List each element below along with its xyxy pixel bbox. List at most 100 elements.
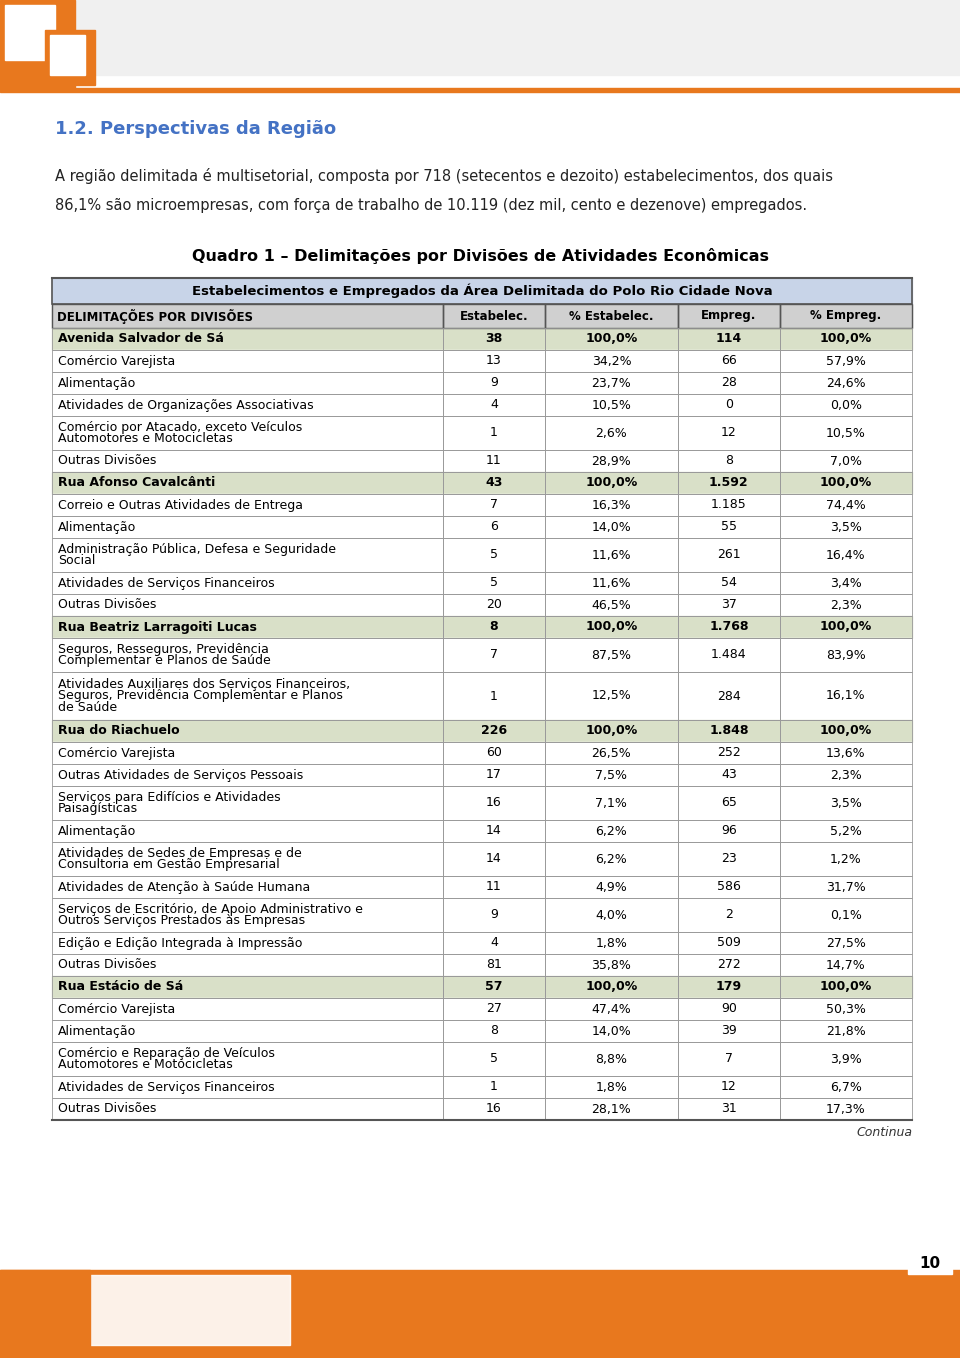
Text: % Empreg.: % Empreg. [810, 310, 881, 322]
Text: 6,7%: 6,7% [829, 1081, 862, 1093]
Bar [52, 765, 912, 786]
Bar [90, 1275, 290, 1344]
Bar [780, 955, 912, 976]
Text: 14: 14 [486, 853, 502, 865]
Bar [544, 494, 678, 516]
Bar [678, 976, 780, 998]
Text: 3,4%: 3,4% [829, 577, 862, 589]
Bar [444, 741, 544, 765]
Text: 8,8%: 8,8% [595, 1052, 628, 1066]
Bar [544, 473, 678, 494]
Bar [780, 1099, 912, 1120]
Bar [444, 1042, 544, 1076]
Bar [544, 416, 678, 449]
Text: Comércio Varejista: Comércio Varejista [58, 747, 176, 759]
Text: Atividades de Serviços Financeiros: Atividades de Serviços Financeiros [58, 1081, 275, 1093]
Bar [52, 765, 444, 786]
Text: 4,9%: 4,9% [595, 880, 627, 894]
Bar [544, 516, 678, 538]
Bar [444, 765, 544, 786]
Text: 100,0%: 100,0% [586, 333, 637, 345]
Text: 5: 5 [490, 549, 498, 561]
Text: Alimentação: Alimentação [58, 520, 136, 534]
Bar [52, 720, 444, 741]
Text: Avenida Salvador de Sá: Avenida Salvador de Sá [58, 333, 224, 345]
Bar [52, 1042, 912, 1076]
Bar [52, 278, 912, 304]
Bar [780, 741, 912, 765]
Text: 5,2%: 5,2% [829, 824, 862, 838]
Bar [444, 998, 544, 1020]
Text: Alimentação: Alimentação [58, 824, 136, 838]
Text: 252: 252 [717, 747, 741, 759]
Bar [52, 449, 444, 473]
Bar [544, 998, 678, 1020]
Bar [52, 394, 444, 416]
Bar [780, 876, 912, 898]
Text: 12,5%: 12,5% [591, 690, 632, 702]
Text: 2,6%: 2,6% [595, 426, 627, 440]
Text: 0: 0 [725, 398, 732, 411]
Text: 3,5%: 3,5% [829, 520, 862, 534]
Bar [444, 842, 544, 876]
Bar [52, 617, 444, 638]
Bar [544, 304, 678, 329]
Text: DELIMITAÇÕES POR DIVISÕES: DELIMITAÇÕES POR DIVISÕES [57, 308, 253, 323]
Text: 6: 6 [491, 520, 498, 534]
Bar [780, 786, 912, 820]
Bar [544, 720, 678, 741]
Text: 7,5%: 7,5% [595, 769, 628, 781]
Text: 1.848: 1.848 [709, 725, 749, 737]
Bar [444, 932, 544, 955]
Text: 1: 1 [491, 690, 498, 702]
Text: 83,9%: 83,9% [826, 649, 866, 661]
Bar [780, 449, 912, 473]
Bar [52, 350, 912, 372]
Bar [678, 473, 780, 494]
Bar [780, 372, 912, 394]
Text: Seguros, Previdência Complementar e Planos: Seguros, Previdência Complementar e Plan… [58, 690, 343, 702]
Bar [52, 494, 444, 516]
Bar [5, 5, 55, 60]
Bar [444, 976, 544, 998]
Text: 11: 11 [486, 455, 502, 467]
Bar [444, 449, 544, 473]
Text: 14,0%: 14,0% [591, 1024, 632, 1038]
Text: 65: 65 [721, 797, 736, 809]
Text: 100,0%: 100,0% [586, 725, 637, 737]
Bar [678, 1020, 780, 1042]
Bar [52, 572, 444, 593]
Bar [52, 720, 912, 741]
Bar [544, 786, 678, 820]
Text: Rua Afonso Cavalcânti: Rua Afonso Cavalcânti [58, 477, 215, 489]
Text: 31,7%: 31,7% [826, 880, 866, 894]
Text: 7,1%: 7,1% [595, 797, 628, 809]
Bar [444, 494, 544, 516]
Text: 7: 7 [490, 498, 498, 512]
Bar [678, 765, 780, 786]
Text: Estabelec.: Estabelec. [460, 310, 528, 322]
Text: Comércio e Reparação de Veículos: Comércio e Reparação de Veículos [58, 1047, 275, 1059]
Bar [544, 976, 678, 998]
Text: 27: 27 [486, 1002, 502, 1016]
Bar [444, 372, 544, 394]
Bar [0, 0, 960, 75]
Text: Outras Divisões: Outras Divisões [58, 599, 156, 611]
Text: 3,5%: 3,5% [829, 797, 862, 809]
Bar [780, 304, 912, 329]
Bar [52, 786, 444, 820]
Text: Atividades de Serviços Financeiros: Atividades de Serviços Financeiros [58, 577, 275, 589]
Bar [544, 350, 678, 372]
Bar [544, 1042, 678, 1076]
Text: 12: 12 [721, 426, 736, 440]
Text: Seguros, Resseguros, Previdência: Seguros, Resseguros, Previdência [58, 642, 269, 656]
Bar [52, 516, 912, 538]
Text: 114: 114 [716, 333, 742, 345]
Bar [780, 720, 912, 741]
Bar [52, 1076, 912, 1099]
Text: 7,0%: 7,0% [829, 455, 862, 467]
Bar [444, 304, 544, 329]
Bar [52, 372, 444, 394]
Bar [52, 842, 444, 876]
Bar [52, 516, 444, 538]
